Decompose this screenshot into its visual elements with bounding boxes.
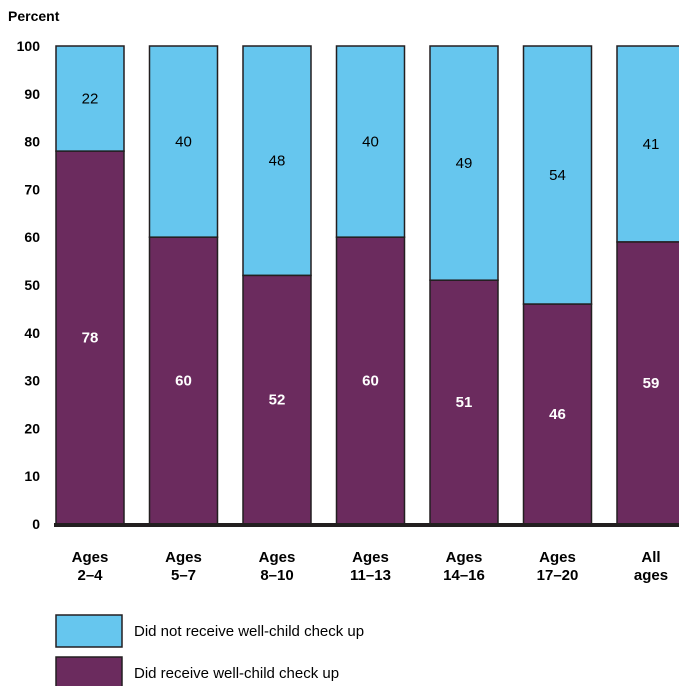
bar-segment-received — [522, 303, 593, 525]
legend-swatch — [55, 656, 123, 686]
bar-segment-received — [335, 236, 406, 525]
y-tick-label: 30 — [24, 373, 40, 389]
x-axis-ticks: Ages 2–4 Ages 5–7 Ages 8–10 Ages 11–13 Ages 14–16… — [72, 549, 668, 584]
y-tick-label: 100 — [17, 38, 41, 54]
y-tick-label: 80 — [24, 134, 40, 150]
x-tick-label: Ages 8–10 — [259, 549, 296, 584]
x-tick-label: Ages 5–7 — [165, 549, 202, 584]
y-tick-label: 40 — [24, 325, 40, 341]
data-label-received: 52 — [269, 392, 286, 409]
bar-segment-received — [148, 236, 219, 525]
data-label-not-received: 22 — [82, 91, 99, 108]
legend-label: Did not receive well-child check up — [134, 623, 364, 640]
x-tick-label: Ages 11–13 — [350, 549, 391, 584]
bar-segment-received — [242, 274, 312, 525]
data-label-not-received: 54 — [549, 167, 566, 184]
x-tick-label: All ages — [634, 549, 668, 584]
y-tick-label: 50 — [24, 277, 40, 293]
data-label-not-received: 49 — [456, 155, 473, 172]
data-label-received: 59 — [643, 375, 660, 392]
data-label-received: 51 — [456, 394, 473, 411]
y-tick-label: 70 — [24, 181, 40, 197]
x-tick-label: Ages 2–4 — [72, 549, 109, 584]
bar-segment-not-received — [522, 45, 593, 305]
bar-segment-received — [55, 150, 125, 525]
data-label-received: 60 — [362, 373, 379, 390]
x-tick-label: Ages 14–16 — [443, 549, 485, 584]
data-label-not-received: 40 — [175, 134, 192, 151]
y-tick-label: 0 — [32, 516, 40, 532]
y-axis-title: Percent — [8, 8, 60, 24]
bar-segment-not-received — [616, 45, 679, 243]
x-tick-label: Ages 17–20 — [537, 549, 579, 584]
y-tick-label: 20 — [24, 420, 40, 436]
data-label-received: 46 — [549, 406, 566, 423]
data-label-received: 60 — [175, 373, 192, 390]
data-label-not-received: 40 — [362, 134, 379, 151]
bar-segment-not-received — [55, 45, 125, 152]
legend-label: Did receive well-child check up — [134, 665, 339, 682]
y-tick-label: 10 — [24, 468, 40, 484]
bar-segment-received — [616, 241, 679, 525]
bar-segment-received — [429, 279, 499, 525]
data-label-not-received: 41 — [643, 136, 660, 153]
legend-swatch — [55, 614, 123, 648]
data-label-received: 78 — [82, 330, 99, 347]
data-label-not-received: 48 — [269, 153, 286, 170]
y-tick-label: 90 — [24, 86, 40, 102]
bars: 22 78 40 60 48 52 40 60 49 51 54 46 41 59 — [55, 45, 679, 525]
y-axis-ticks: 0 10 20 30 40 50 60 70 80 90 100 — [17, 38, 41, 532]
y-tick-label: 60 — [24, 229, 40, 245]
bar-segment-not-received — [148, 45, 219, 238]
legend: Did not receive well-child check up Did r… — [55, 614, 364, 686]
